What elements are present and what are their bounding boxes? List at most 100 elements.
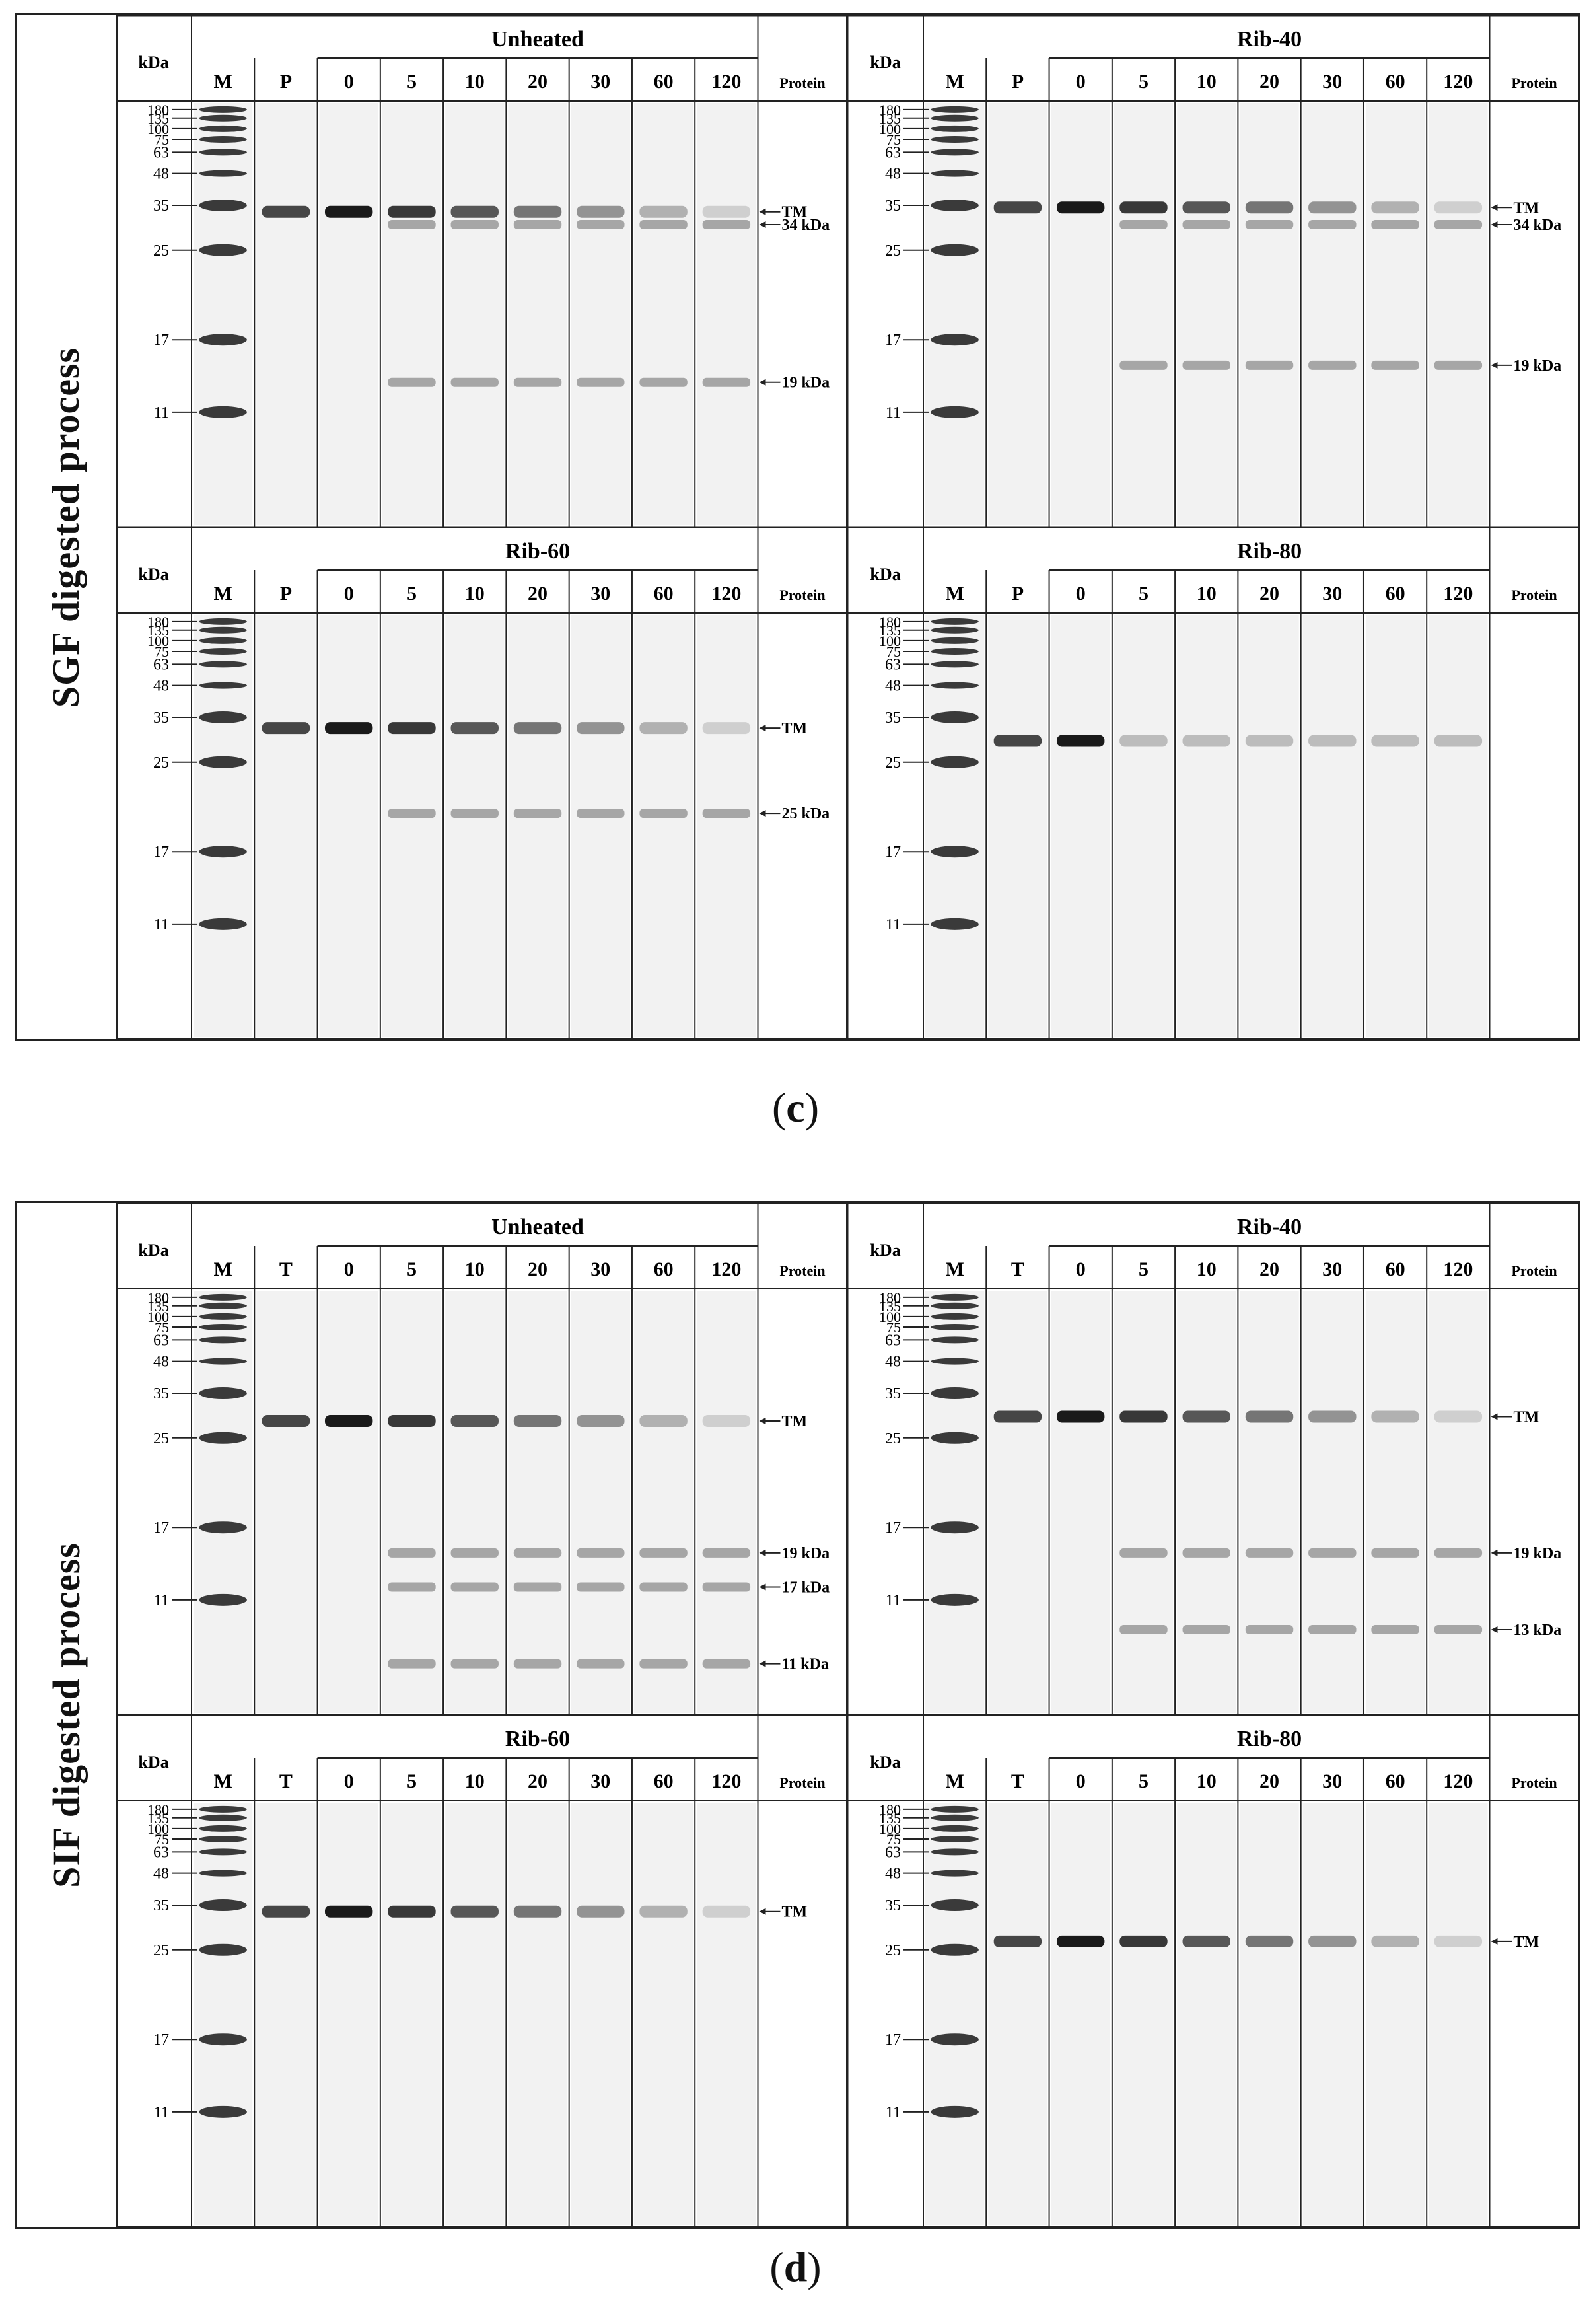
marker-band [930,1293,979,1301]
gel-lane [1428,615,1487,1037]
annotation-label: 19 kDa [782,375,830,392]
marker-label: 100 [879,121,901,137]
lane-label: P [1011,583,1023,604]
marker-label: 11 [154,2104,169,2121]
gel-lane [697,103,756,525]
protein-band [577,1414,625,1427]
marker-band [199,1521,247,1534]
lane-label: P [280,583,292,604]
arrow-head-icon [1491,1938,1497,1945]
gel-figure-c: SGF digested process Unheated kDa Protein M P… [15,13,1580,1041]
lane-label: 5 [407,583,417,604]
marker-band [199,626,247,634]
protein-band [513,1414,562,1427]
protein-band [577,205,625,218]
fragment-band [388,809,436,818]
annotation-label: TM [782,1413,808,1430]
fragment-band [1434,1625,1482,1634]
protein-band [1119,1410,1168,1423]
marker-band [199,1358,247,1365]
protein-band [1370,1935,1419,1947]
gel-panel-rib-40: Rib-40 kDa Protein M P 0 5 10 20 30 60 120 180135100… [847,15,1578,527]
protein-band [1434,735,1482,747]
marker-band [199,1848,247,1856]
gel-lane [1051,103,1110,525]
lane-label: 20 [528,1258,548,1280]
fragment-band [577,377,625,387]
annotation-label: TM [782,1904,808,1921]
gel-lane [194,615,253,1037]
lane-label: 10 [465,1258,485,1280]
lane-label: 60 [654,1258,674,1280]
lane-label: 0 [1075,71,1085,92]
fragment-band [513,377,562,387]
marker-band [199,682,247,689]
protein-band [1245,201,1293,214]
marker-band [930,1943,979,1956]
panel-title: Rib-80 [1236,539,1301,563]
protein-header: Protein [779,587,825,603]
lane-label: 10 [1196,583,1216,604]
annotation-label: 11 kDa [782,1656,829,1673]
marker-band [199,1387,247,1400]
lane-label: T [1010,1770,1024,1792]
gel-lane [1239,615,1299,1037]
marker-band [199,406,247,418]
lane-label: 30 [1322,71,1342,92]
marker-label: 75 [886,131,901,148]
lane-label: M [213,1258,232,1280]
marker-band [930,1814,979,1821]
marker-label: 48 [885,166,901,183]
marker-label: 135 [147,1298,169,1315]
marker-label: 48 [153,678,169,695]
marker-band [930,106,979,113]
marker-label: 135 [879,1298,901,1315]
protein-band [993,735,1042,747]
lane-label: 120 [711,1770,741,1792]
marker-band [199,106,247,113]
marker-band [199,918,247,930]
marker-band [199,1336,247,1344]
lane-label: 20 [1259,1258,1279,1280]
marker-label: 63 [153,1332,169,1349]
marker-label: 25 [885,754,901,772]
protein-band [1370,201,1419,214]
gel-lane [633,1291,693,1713]
annotation-label: TM [782,720,808,737]
protein-band [262,1905,310,1918]
lane-label: 5 [407,71,417,92]
arrow-head-icon [759,221,766,229]
gel-lane [1302,1803,1362,2225]
gel-panel-rib-40: Rib-40 kDa Protein M T 0 5 10 20 30 60 120 180135100… [847,1203,1578,1715]
protein-band [577,722,625,735]
marker-label: 180 [879,1801,901,1818]
annotation-label: 13 kDa [1513,1622,1561,1639]
protein-band [577,1905,625,1918]
marker-label: 75 [886,643,901,660]
protein-band [324,1414,373,1427]
marker-band [930,406,979,418]
marker-band [199,618,247,625]
fragment-band [639,1659,688,1669]
marker-label: 11 [885,1592,900,1609]
marker-label: 135 [879,110,901,127]
lane-label: M [945,1770,964,1792]
gel-lane [319,1291,378,1713]
gel-lane [925,1291,984,1713]
marker-band [199,846,247,858]
gel-lane [697,1803,756,2225]
fragment-band [513,1548,562,1558]
marker-band [199,1836,247,1843]
marker-band [930,1336,979,1344]
lane-label: 60 [1385,1770,1405,1792]
gel-lane [1239,103,1299,525]
gel-lane [571,615,630,1037]
gel-panel-rib-80: Rib-80 kDa Protein M T 0 5 10 20 30 60 120 180135100… [847,1715,1578,2227]
marker-band [199,1899,247,1912]
gel-lane [256,1803,316,2225]
gel-lane [256,103,316,525]
fragment-band [450,809,499,818]
annotation-label: 25 kDa [782,805,830,822]
